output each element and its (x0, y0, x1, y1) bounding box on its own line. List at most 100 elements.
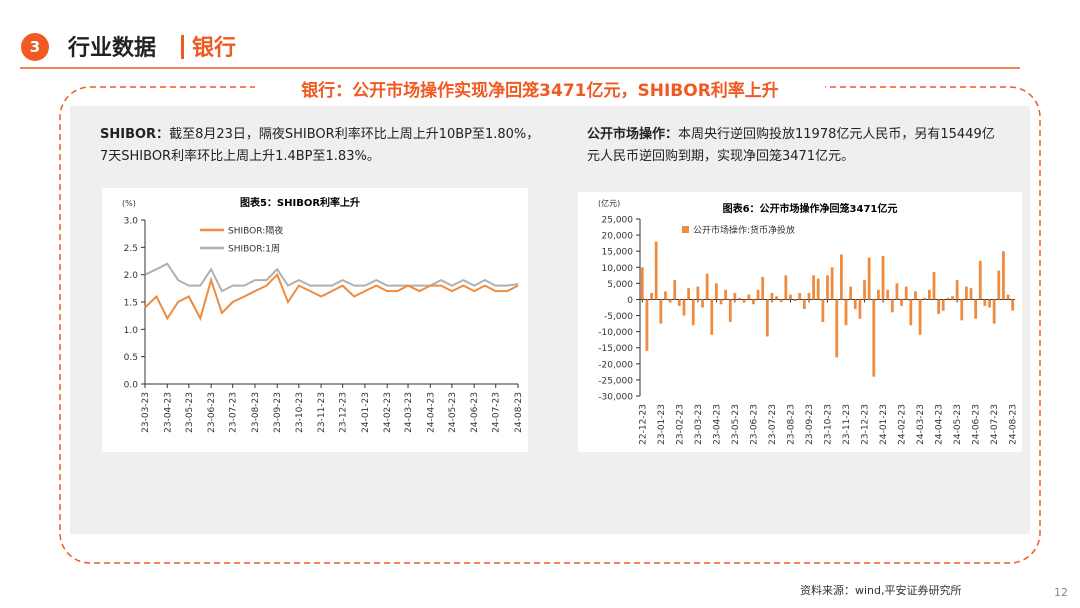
bar (733, 293, 737, 300)
x-tick-label: 24-07-23 (492, 392, 502, 433)
x-tick-label: 23-05-23 (185, 392, 195, 433)
x-tick-label: 24-01-23 (879, 404, 889, 445)
bar (802, 299, 806, 310)
bar (668, 299, 672, 303)
bar (705, 273, 709, 300)
chart-box (578, 192, 1022, 452)
x-tick-label: 24-04-23 (426, 392, 436, 433)
legend-swatch (682, 226, 689, 233)
bar (640, 267, 644, 300)
bar (969, 288, 973, 300)
x-tick-label: 24-01-23 (361, 392, 371, 433)
chart-title: 图表6：公开市场操作净回笼3471亿元 (723, 202, 898, 215)
bar (724, 289, 728, 300)
x-tick-label: 23-11-23 (842, 404, 852, 445)
bar-chart: 图表6：公开市场操作净回笼3471亿元 (亿元) -30,000 -25,000 -20… (598, 198, 1019, 445)
bar (677, 299, 681, 306)
bar (960, 299, 964, 321)
y-unit: (亿元) (598, 198, 620, 208)
bar (826, 275, 829, 300)
bar (789, 294, 792, 300)
x-tick-label: 22-12-23 (638, 404, 648, 445)
bar (890, 299, 894, 313)
bar (835, 299, 839, 358)
bar (923, 297, 927, 300)
x-tick-label: 24-05-23 (953, 404, 963, 445)
y-tick-label: 0.5 (124, 353, 138, 363)
x-tick-label: 23-11-23 (317, 392, 327, 433)
bar (927, 289, 931, 300)
bar (867, 257, 871, 300)
x-tick-label: 24-04-23 (935, 404, 945, 445)
bar (664, 291, 667, 300)
y-unit: (%) (122, 199, 136, 208)
y-tick-label: 20,000 (602, 232, 634, 242)
y-tick-label: 15,000 (602, 248, 634, 258)
series-line (144, 272, 519, 322)
y-tick-label: -30,000 (598, 393, 633, 403)
bar (752, 299, 755, 305)
x-tick-label: 23-08-23 (786, 404, 796, 445)
x-tick-label: 23-07-23 (768, 404, 778, 445)
x-tick-label: 23-06-23 (749, 404, 759, 445)
bar (872, 299, 876, 377)
source: 资料来源：wind,平安证券研究所 (800, 583, 962, 597)
x-tick-label: 23-09-23 (805, 404, 815, 445)
x-tick-label: 23-03-23 (141, 392, 151, 433)
paragraph: 公开市场操作：本周央行逆回购投放11978亿元人民币，另有15449亿元人民币逆… (587, 124, 1002, 168)
x-tick-label: 24-08-23 (514, 392, 524, 433)
bar (937, 299, 940, 314)
bar (710, 299, 714, 335)
y-tick-label: -25,000 (598, 376, 633, 386)
bar (858, 299, 862, 319)
series-line (144, 262, 519, 293)
y-tick-label: 3.0 (124, 217, 139, 227)
bar (849, 286, 853, 300)
bar (900, 299, 903, 306)
bar (816, 278, 820, 300)
paragraph-label: 公开市场操作： (587, 127, 679, 142)
x-tick-label: 23-12-23 (339, 392, 349, 433)
bar (914, 291, 917, 300)
bar (770, 293, 774, 300)
bar (691, 299, 695, 326)
y-tick-label: 2.5 (124, 244, 138, 254)
x-tick-label: 23-08-23 (251, 392, 261, 433)
bar (941, 299, 945, 311)
x-tick-label: 23-12-23 (861, 404, 871, 445)
x-tick-label: 23-04-23 (712, 404, 722, 445)
bar (965, 286, 968, 300)
bar (654, 241, 658, 300)
x-tick-label: 23-09-23 (273, 392, 283, 433)
bar (1006, 294, 1010, 300)
paragraph-text: 截至8月23日，隔夜SHIBOR利率环比上周上升10BP至1.80%，7天SHI… (100, 127, 540, 164)
bar (974, 299, 978, 319)
bar (659, 299, 663, 324)
banner: 银行：公开市场操作实现净回笼3471亿元，SHIBOR利率上升 (301, 80, 779, 101)
bar (877, 289, 880, 300)
bar (812, 275, 815, 300)
bar (728, 299, 732, 322)
bar (840, 254, 843, 300)
x-tick-label: 23-07-23 (229, 392, 239, 433)
x-tick-label: 23-10-23 (295, 392, 305, 433)
paragraph: SHIBOR：截至8月23日，隔夜SHIBOR利率环比上周上升10BP至1.80… (100, 124, 545, 168)
bar (738, 297, 741, 300)
bar (821, 299, 825, 322)
x-tick-label: 23-02-23 (675, 404, 685, 445)
section-title: 行业数据 (67, 35, 156, 61)
bar (992, 299, 996, 324)
section-number: 3 (30, 38, 40, 56)
bar (978, 260, 982, 300)
x-tick-label: 23-04-23 (163, 392, 173, 433)
x-tick-label: 24-05-23 (448, 392, 458, 433)
bar (946, 297, 950, 300)
bar (909, 299, 913, 326)
bar (863, 280, 866, 300)
x-tick-label: 24-06-23 (470, 392, 480, 433)
bar (701, 299, 704, 308)
bar (886, 289, 890, 300)
x-tick-label: 24-07-23 (990, 404, 1000, 445)
y-tick-label: 10,000 (602, 264, 634, 274)
